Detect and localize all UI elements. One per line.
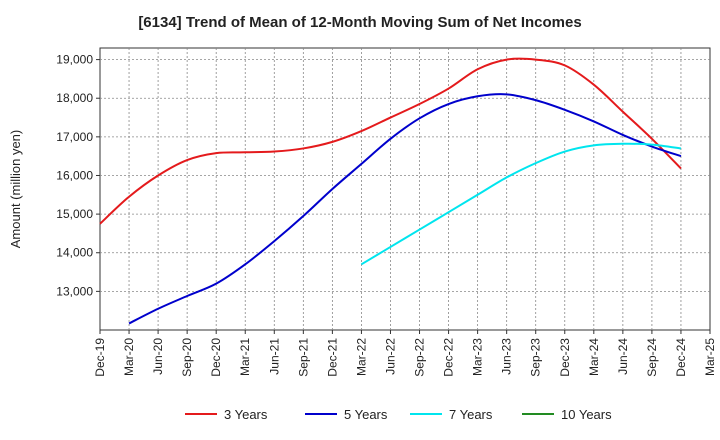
legend-label: 7 Years [449, 407, 493, 422]
series-line-7-years [360, 142, 682, 266]
x-tick-label: Dec-24 [674, 338, 688, 377]
x-tick-label: Dec-22 [442, 338, 456, 377]
x-tick-label: Mar-21 [238, 338, 252, 376]
y-axis-ticks: 13,000 14,000 15,000 16,000 17,000 18,000 19,0… [56, 53, 100, 298]
series-line-5-years [128, 93, 682, 325]
x-tick-label: Sep-21 [296, 338, 310, 377]
x-tick-label: Sep-20 [180, 338, 194, 377]
x-tick-label: Dec-23 [558, 338, 572, 377]
grid-lines [100, 48, 710, 330]
y-tick-label: 15,000 [56, 207, 93, 221]
x-tick-label: Mar-22 [354, 338, 368, 376]
legend-label: 5 Years [344, 407, 388, 422]
y-tick-label: 19,000 [56, 53, 93, 67]
x-tick-label: Sep-24 [645, 338, 659, 377]
x-tick-label: Jun-22 [383, 338, 397, 375]
x-tick-label: Dec-19 [93, 338, 107, 377]
y-tick-label: 17,000 [56, 130, 93, 144]
x-tick-label: Sep-22 [413, 338, 427, 377]
x-tick-label: Jun-24 [616, 338, 630, 375]
x-tick-label: Mar-24 [587, 338, 601, 376]
x-tick-label: Mar-25 [703, 338, 717, 376]
legend-label: 3 Years [224, 407, 268, 422]
x-tick-label: Mar-20 [122, 338, 136, 376]
x-tick-label: Sep-23 [529, 338, 543, 377]
x-tick-label: Jun-23 [500, 338, 514, 375]
x-tick-label: Jun-21 [267, 338, 281, 375]
x-tick-label: Dec-20 [209, 338, 223, 377]
plot-area [99, 47, 711, 331]
y-axis-label: Amount (million yen) [8, 130, 23, 249]
legend: 3 Years 5 Years 7 Years 10 Years [185, 407, 612, 422]
y-tick-label: 14,000 [56, 246, 93, 260]
series-lines [99, 57, 682, 325]
legend-label: 10 Years [561, 407, 612, 422]
y-tick-label: 16,000 [56, 168, 93, 182]
series-line-3-years [99, 57, 682, 225]
y-tick-label: 13,000 [56, 284, 93, 298]
chart-title: [6134] Trend of Mean of 12-Month Moving … [138, 14, 582, 31]
x-tick-label: Dec-21 [325, 338, 339, 377]
x-tick-label: Mar-23 [471, 338, 485, 376]
x-tick-label: Jun-20 [151, 338, 165, 375]
y-tick-label: 18,000 [56, 91, 93, 105]
x-axis-ticks: Dec-19 Mar-20 Jun-20 Sep-20 Dec-20 Mar-21 Jun-… [93, 330, 717, 377]
